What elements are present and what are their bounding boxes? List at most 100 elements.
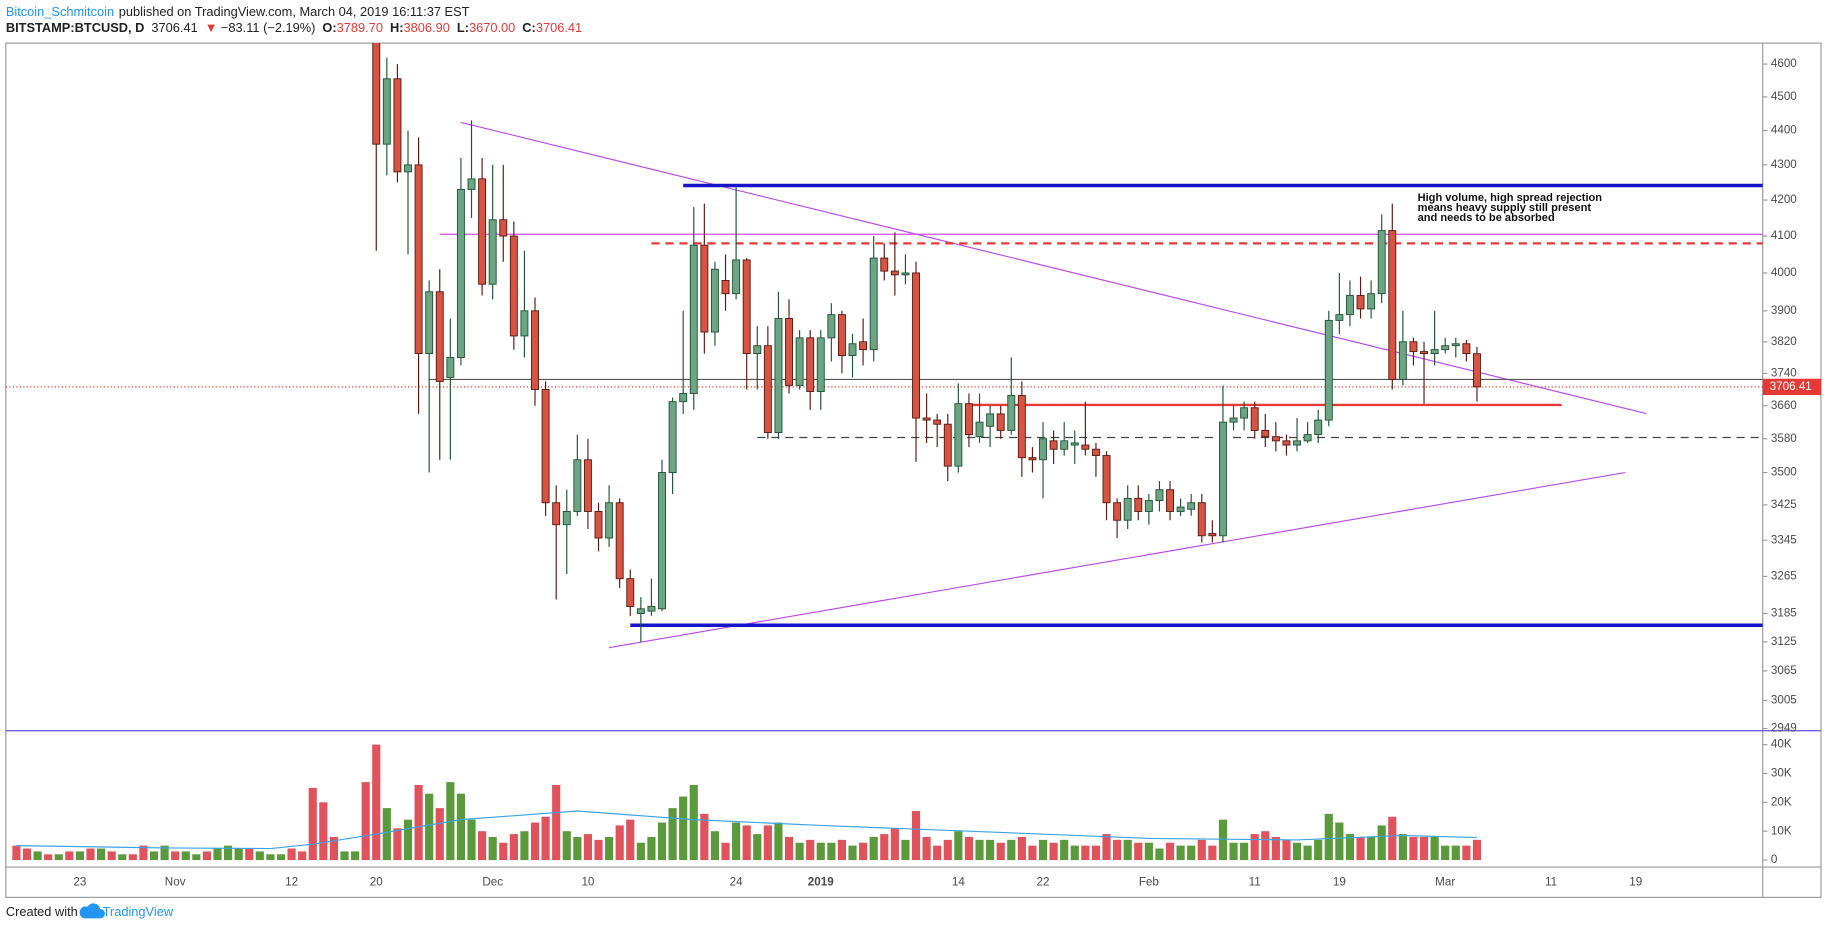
volume-bar bbox=[763, 825, 772, 861]
volume-bar bbox=[171, 851, 180, 861]
candle-body bbox=[1441, 345, 1450, 351]
volume-bar bbox=[298, 851, 307, 861]
tradingview-logo[interactable]: TradingView bbox=[79, 903, 174, 919]
volume-bar bbox=[351, 851, 360, 861]
candle-body bbox=[1261, 429, 1270, 438]
axes: 4600 4500 4400 4300 4200 4100 4000 3900 3820 3740… bbox=[73, 57, 1822, 888]
volume-bar bbox=[552, 785, 561, 861]
volume-bar bbox=[996, 842, 1005, 861]
volume-bar bbox=[224, 845, 233, 861]
y-tick-label: 3125 bbox=[1771, 635, 1797, 648]
candle-body bbox=[1377, 230, 1386, 295]
author-link[interactable]: Bitcoin_Schmitcoin bbox=[6, 4, 114, 19]
volume-bar bbox=[954, 831, 963, 861]
y-tick-label: 4300 bbox=[1771, 158, 1797, 171]
volume-bar bbox=[1271, 836, 1280, 861]
volume-bar bbox=[1345, 834, 1355, 861]
change: −83.11 (−2.19%) bbox=[221, 21, 316, 36]
candle-body bbox=[785, 318, 793, 386]
candle-body bbox=[509, 235, 518, 337]
candle-body bbox=[763, 345, 772, 433]
volume-bar bbox=[1197, 839, 1206, 861]
volume-bar bbox=[54, 854, 63, 861]
volume-bar bbox=[753, 834, 762, 861]
candle-body bbox=[1335, 314, 1344, 321]
candle-body bbox=[732, 259, 741, 295]
volume-bar bbox=[97, 848, 106, 861]
y-tick-label: 30K bbox=[1771, 767, 1792, 780]
volume-bar bbox=[562, 831, 571, 861]
volume-pane bbox=[12, 744, 1482, 861]
x-tick-label: 22 bbox=[1037, 875, 1050, 888]
x-tick-label: Dec bbox=[482, 875, 503, 888]
volume-bar bbox=[1144, 842, 1153, 861]
y-tick-label: 2949 bbox=[1771, 722, 1797, 735]
candle-body bbox=[1155, 489, 1164, 502]
volume-bar bbox=[1176, 845, 1185, 861]
volume-bar bbox=[636, 842, 645, 861]
candle-body bbox=[901, 272, 910, 276]
candle-body bbox=[414, 164, 423, 355]
volume-bar bbox=[986, 839, 995, 861]
volume-bar bbox=[1028, 845, 1037, 861]
x-tick-label: 12 bbox=[285, 875, 298, 888]
candle-body bbox=[943, 423, 952, 467]
y-tick-label: 3065 bbox=[1771, 664, 1797, 677]
candle-body bbox=[996, 413, 1005, 431]
y-tick-label: 20K bbox=[1771, 795, 1792, 808]
candle-body bbox=[573, 459, 582, 512]
candle-body bbox=[1218, 421, 1227, 537]
volume-bar bbox=[700, 813, 709, 861]
volume-bar bbox=[1155, 848, 1164, 861]
candle-body bbox=[1356, 295, 1365, 310]
volume-bar bbox=[943, 839, 952, 861]
candle-body bbox=[679, 393, 688, 403]
footer-brand[interactable]: TradingView bbox=[103, 904, 174, 919]
candle-body bbox=[954, 403, 963, 467]
footer-text: Created with bbox=[6, 904, 78, 919]
volume-bar bbox=[605, 836, 614, 861]
candle-body bbox=[827, 314, 836, 339]
annotation-line: High volume, high spread rejection bbox=[1418, 192, 1603, 204]
candle-body bbox=[1367, 293, 1376, 310]
volume-bar bbox=[1314, 839, 1323, 861]
volume-bar bbox=[12, 845, 21, 861]
volume-bar bbox=[1388, 816, 1397, 861]
x-tick-label: 14 bbox=[952, 875, 965, 888]
volume-bar bbox=[382, 808, 391, 861]
y-tick-label: 3265 bbox=[1771, 569, 1797, 582]
y-tick-label: 3740 bbox=[1771, 366, 1797, 379]
candle-body bbox=[499, 219, 508, 237]
volume-bar bbox=[128, 854, 137, 861]
candle-body bbox=[605, 502, 614, 539]
volume-bar bbox=[1208, 845, 1217, 861]
volume-bar bbox=[1356, 836, 1365, 861]
volume-bar bbox=[1441, 845, 1450, 861]
volume-bar bbox=[1091, 845, 1101, 861]
candle-body bbox=[859, 341, 868, 351]
candle-body bbox=[700, 244, 709, 333]
change-arrow: ▼ bbox=[205, 21, 218, 36]
candle-body bbox=[1187, 502, 1196, 510]
candle-body bbox=[446, 357, 455, 378]
volume-bar bbox=[1451, 845, 1460, 861]
candle-body bbox=[1324, 319, 1333, 421]
candle-body bbox=[848, 343, 857, 357]
volume-bar bbox=[192, 854, 201, 861]
volume-bar bbox=[1398, 834, 1407, 861]
drawing-line bbox=[608, 471, 1626, 649]
last-price-label: 3706.41 bbox=[1770, 380, 1812, 393]
volume-bar bbox=[742, 825, 751, 861]
y-tick-label: 3345 bbox=[1771, 533, 1797, 546]
volume-bar bbox=[1187, 845, 1196, 861]
ohlc-value: 3806.90 bbox=[404, 21, 450, 36]
y-tick-label: 4400 bbox=[1771, 124, 1797, 137]
volume-bar bbox=[1134, 842, 1143, 861]
x-tick-label: 10 bbox=[581, 875, 594, 888]
logo-cloud bbox=[79, 903, 105, 919]
volume-bar bbox=[541, 816, 550, 861]
volume-bar bbox=[848, 845, 857, 861]
candle-body bbox=[1271, 436, 1280, 442]
volume-bar bbox=[615, 825, 624, 861]
